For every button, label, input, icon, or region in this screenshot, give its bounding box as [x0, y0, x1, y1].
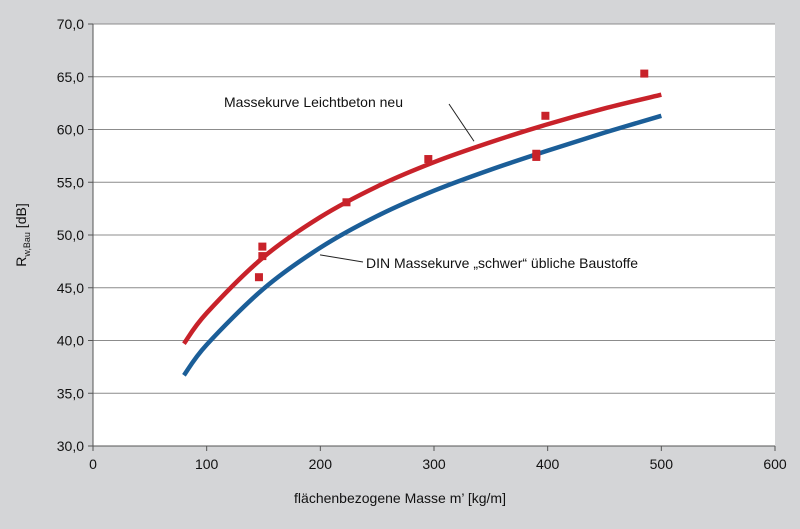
x-tick-label: 100: [195, 456, 219, 472]
data-point: [254, 273, 263, 282]
data-point: [342, 198, 351, 207]
annotation-din: DIN Massekurve „schwer“ übliche Baustoff…: [366, 255, 638, 271]
y-tick-label: 50,0: [57, 227, 84, 243]
x-tick-label: 600: [763, 456, 787, 472]
y-tick-label: 65,0: [57, 69, 84, 85]
data-point: [640, 69, 649, 78]
y-axis-title-sub: w,Bau: [22, 232, 32, 258]
annotation-leichtbeton: Massekurve Leichtbeton neu: [224, 94, 403, 110]
y-tick-label: 55,0: [57, 174, 84, 190]
y-axis-title: Rw,Bau [dB]: [13, 203, 32, 266]
curves: [182, 92, 662, 377]
data-point: [258, 252, 267, 261]
x-tick-label: 400: [536, 456, 560, 472]
data-point: [424, 155, 433, 164]
y-axis-title-main: R: [13, 257, 29, 267]
leader-line-din: [319, 254, 364, 263]
leader-line-leichtbeton: [448, 103, 475, 142]
data-point: [532, 149, 541, 158]
y-tick-label: 40,0: [57, 333, 84, 349]
annotations: Massekurve Leichtbeton neu DIN Massekurve…: [224, 94, 638, 271]
x-tick-label: 0: [89, 456, 97, 472]
data-point: [541, 111, 550, 120]
x-tick-label: 200: [309, 456, 333, 472]
y-tick-labels: 30,0 35,0 40,0 45,0 50,0 55,0 60,0 65,0 70,0: [57, 16, 84, 454]
curve-leichtbeton: [182, 92, 662, 346]
x-tick-label: 300: [422, 456, 446, 472]
x-tick-labels: 0 100 200 300 400 500 600: [89, 456, 787, 472]
data-point: [258, 242, 267, 251]
y-tick-label: 35,0: [57, 385, 84, 401]
curve-din: [182, 113, 662, 377]
axes: [88, 23, 776, 451]
y-tick-label: 45,0: [57, 280, 84, 296]
y-tick-label: 60,0: [57, 122, 84, 138]
x-axis-title: flächenbezogene Masse m’ [kg/m]: [294, 490, 506, 506]
data-points: [254, 69, 649, 282]
y-axis-title-unit: [dB]: [13, 203, 29, 232]
y-tick-label: 70,0: [57, 16, 84, 32]
y-tick-label: 30,0: [57, 438, 84, 454]
x-tick-label: 500: [650, 456, 674, 472]
